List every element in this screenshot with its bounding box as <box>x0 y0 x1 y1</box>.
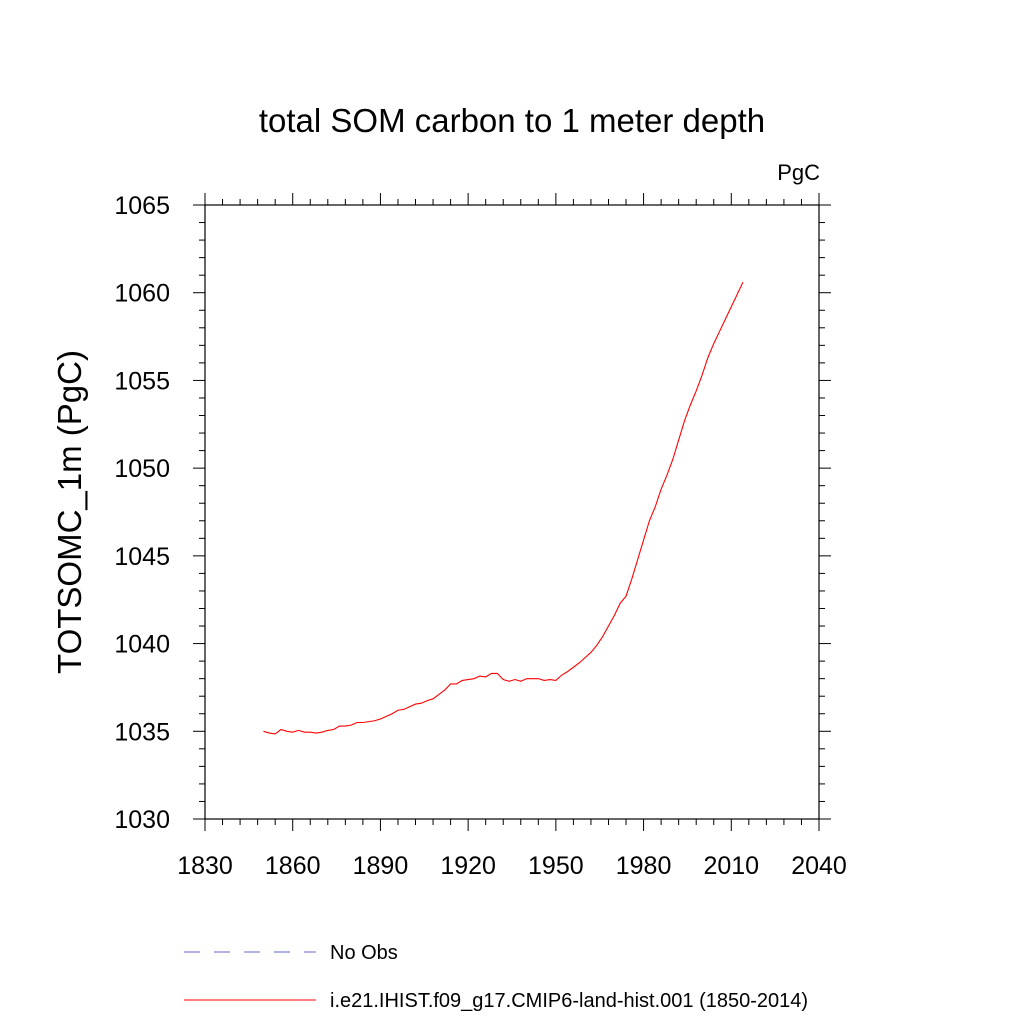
x-tick-label: 1980 <box>616 852 672 880</box>
y-tick-label: 1065 <box>114 192 170 220</box>
x-tick-label: 1830 <box>177 852 233 880</box>
y-axis-label: TOTSOMC_1m (PgC) <box>51 350 88 674</box>
x-tick-label: 2010 <box>703 852 759 880</box>
y-tick-label: 1040 <box>114 631 170 659</box>
y-tick-label: 1050 <box>114 455 170 483</box>
legend-entry: No Obs <box>330 942 398 964</box>
x-tick-label: 1950 <box>528 852 584 880</box>
chart-title: total SOM carbon to 1 meter depth <box>259 102 765 139</box>
x-tick-label: 1860 <box>265 852 321 880</box>
legend-entry: i.e21.IHIST.f09_g17.CMIP6-land-hist.001 … <box>330 990 808 1012</box>
x-tick-label: 1890 <box>353 852 409 880</box>
x-tick-label: 1920 <box>440 852 496 880</box>
series-line <box>263 281 744 735</box>
plot-frame <box>204 204 820 820</box>
legend: No Obs i.e21.IHIST.f09_g17.CMIP6-land-his… <box>184 942 808 1012</box>
y-tick-label: 1030 <box>114 806 170 834</box>
units-label: PgC <box>777 160 820 185</box>
series-lines <box>263 281 744 735</box>
y-tick-label: 1045 <box>114 543 170 571</box>
axes-ticks: 1830 1860 1890 1920 1950 1980 2010 2040 1030 1035… <box>114 192 846 880</box>
y-tick-label: 1055 <box>114 367 170 395</box>
x-tick-label: 2040 <box>791 852 847 880</box>
y-tick-label: 1060 <box>114 280 170 308</box>
y-tick-label: 1035 <box>114 718 170 746</box>
